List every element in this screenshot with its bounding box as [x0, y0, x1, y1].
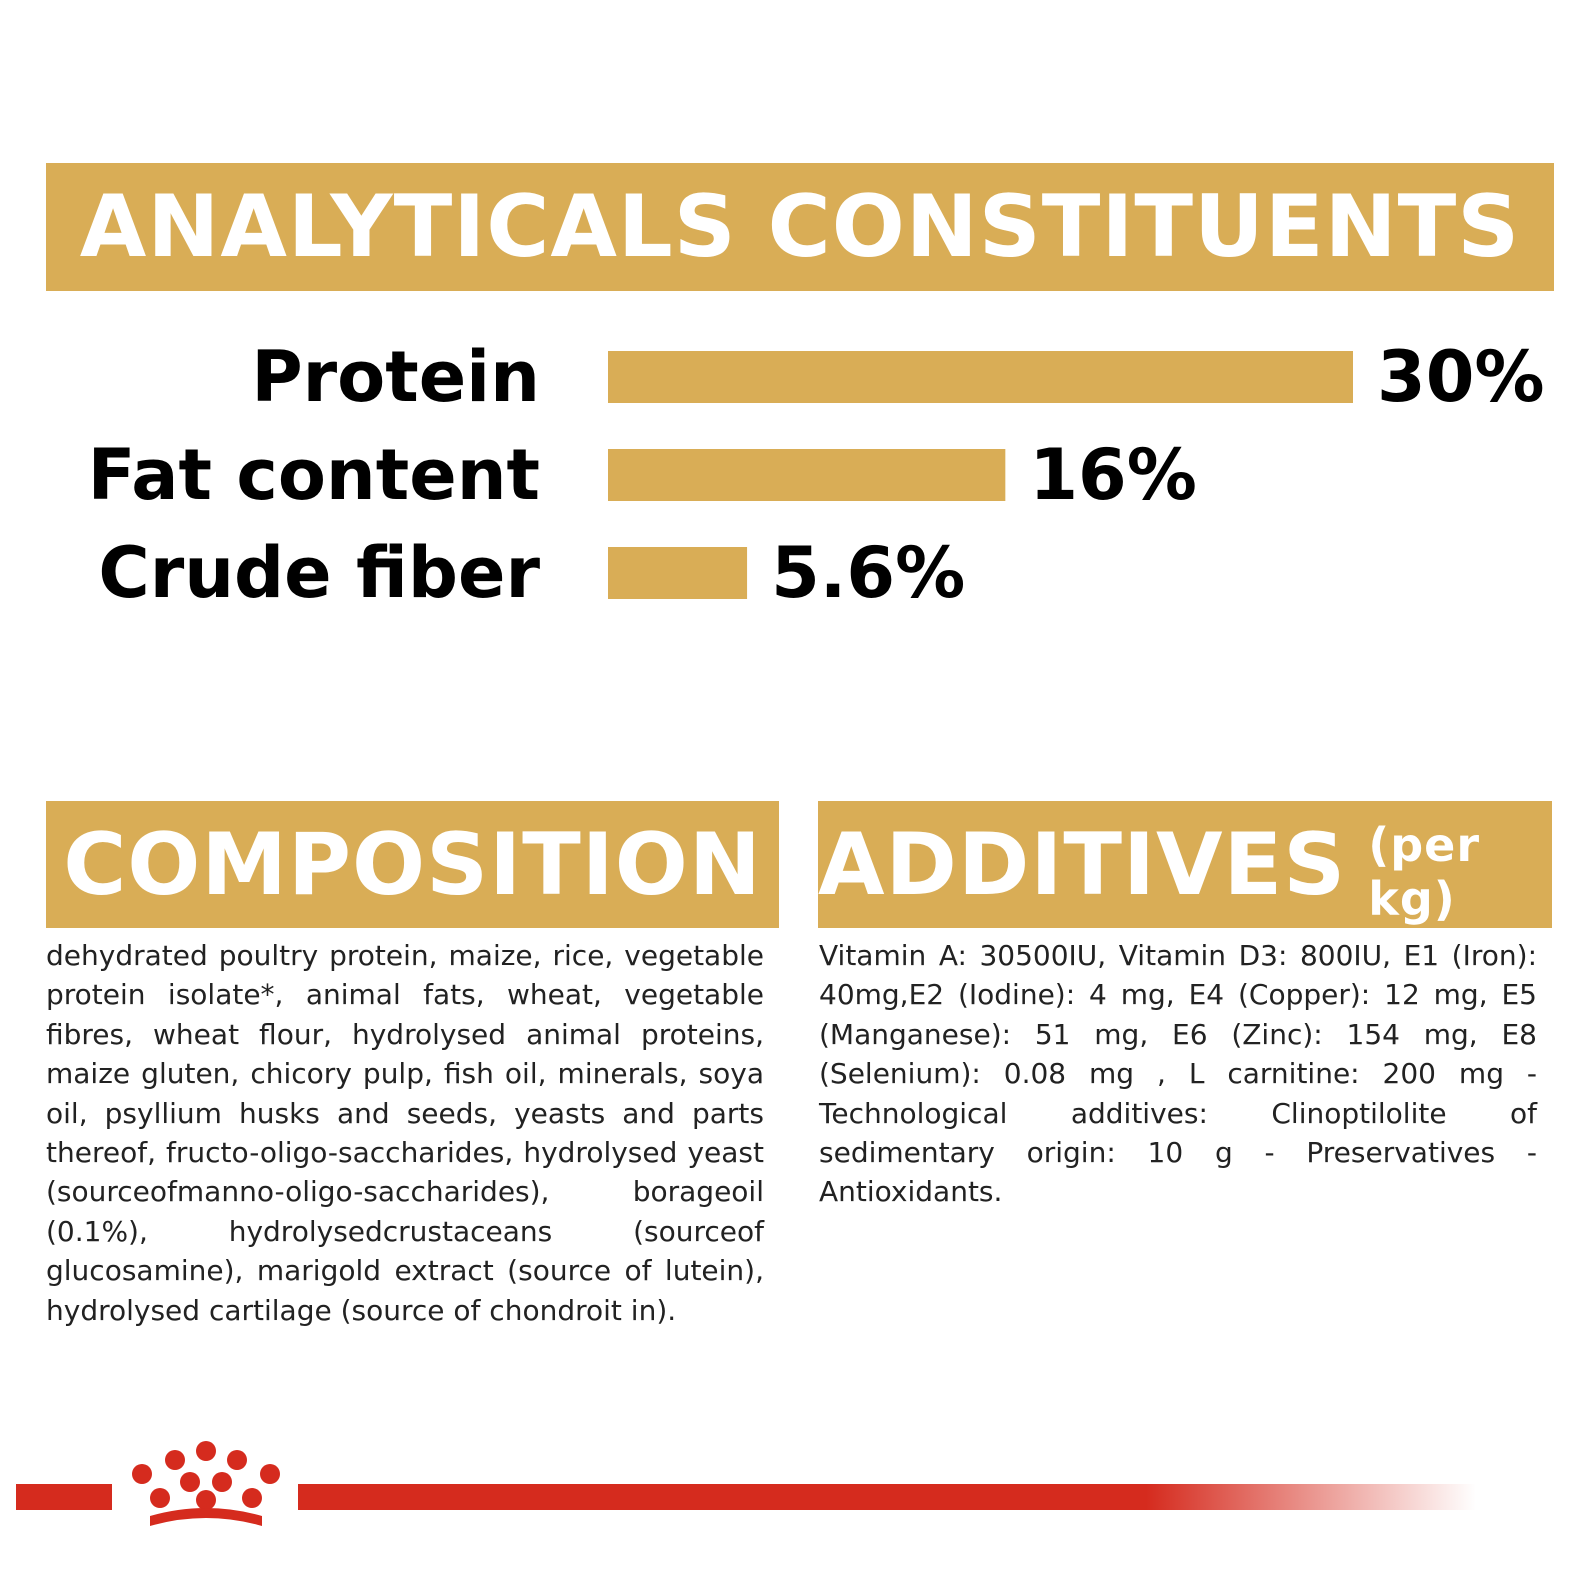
- category-label: Fat content: [88, 434, 540, 516]
- crown-logo-icon: [132, 1441, 280, 1526]
- bar: [608, 547, 748, 599]
- value-label: 30%: [1377, 336, 1545, 418]
- value-label: 16%: [1029, 434, 1197, 516]
- analytical-constituents-title: ANALYTICALS CONSTITUENTS: [79, 177, 1521, 277]
- category-label: Crude fiber: [98, 532, 540, 614]
- additives-subtitle: (per kg): [1368, 817, 1481, 926]
- bar: [608, 449, 1006, 501]
- bar: [608, 351, 1353, 403]
- footer-rule-right: [298, 1484, 1476, 1510]
- analytical-constituents-banner: ANALYTICALS CONSTITUENTS: [46, 163, 1554, 291]
- value-label: 5.6%: [771, 532, 965, 614]
- category-label: Protein: [251, 336, 540, 418]
- additives-text: Vitamin A: 30500IU, Vitamin D3: 800IU, E…: [819, 939, 1537, 1209]
- analytical-bar-chart: Protein 30% Fat content 16% Crude fiber 5.6%: [88, 336, 1545, 614]
- additives-banner: ADDITIVES (per kg): [818, 801, 1552, 928]
- composition-title: COMPOSITION: [63, 814, 762, 915]
- additives-title: ADDITIVES: [818, 814, 1347, 915]
- composition-banner: COMPOSITION: [46, 801, 779, 928]
- composition-text: dehydrated poultry protein, maize, rice,…: [46, 939, 764, 1327]
- footer-rule-left: [16, 1484, 112, 1510]
